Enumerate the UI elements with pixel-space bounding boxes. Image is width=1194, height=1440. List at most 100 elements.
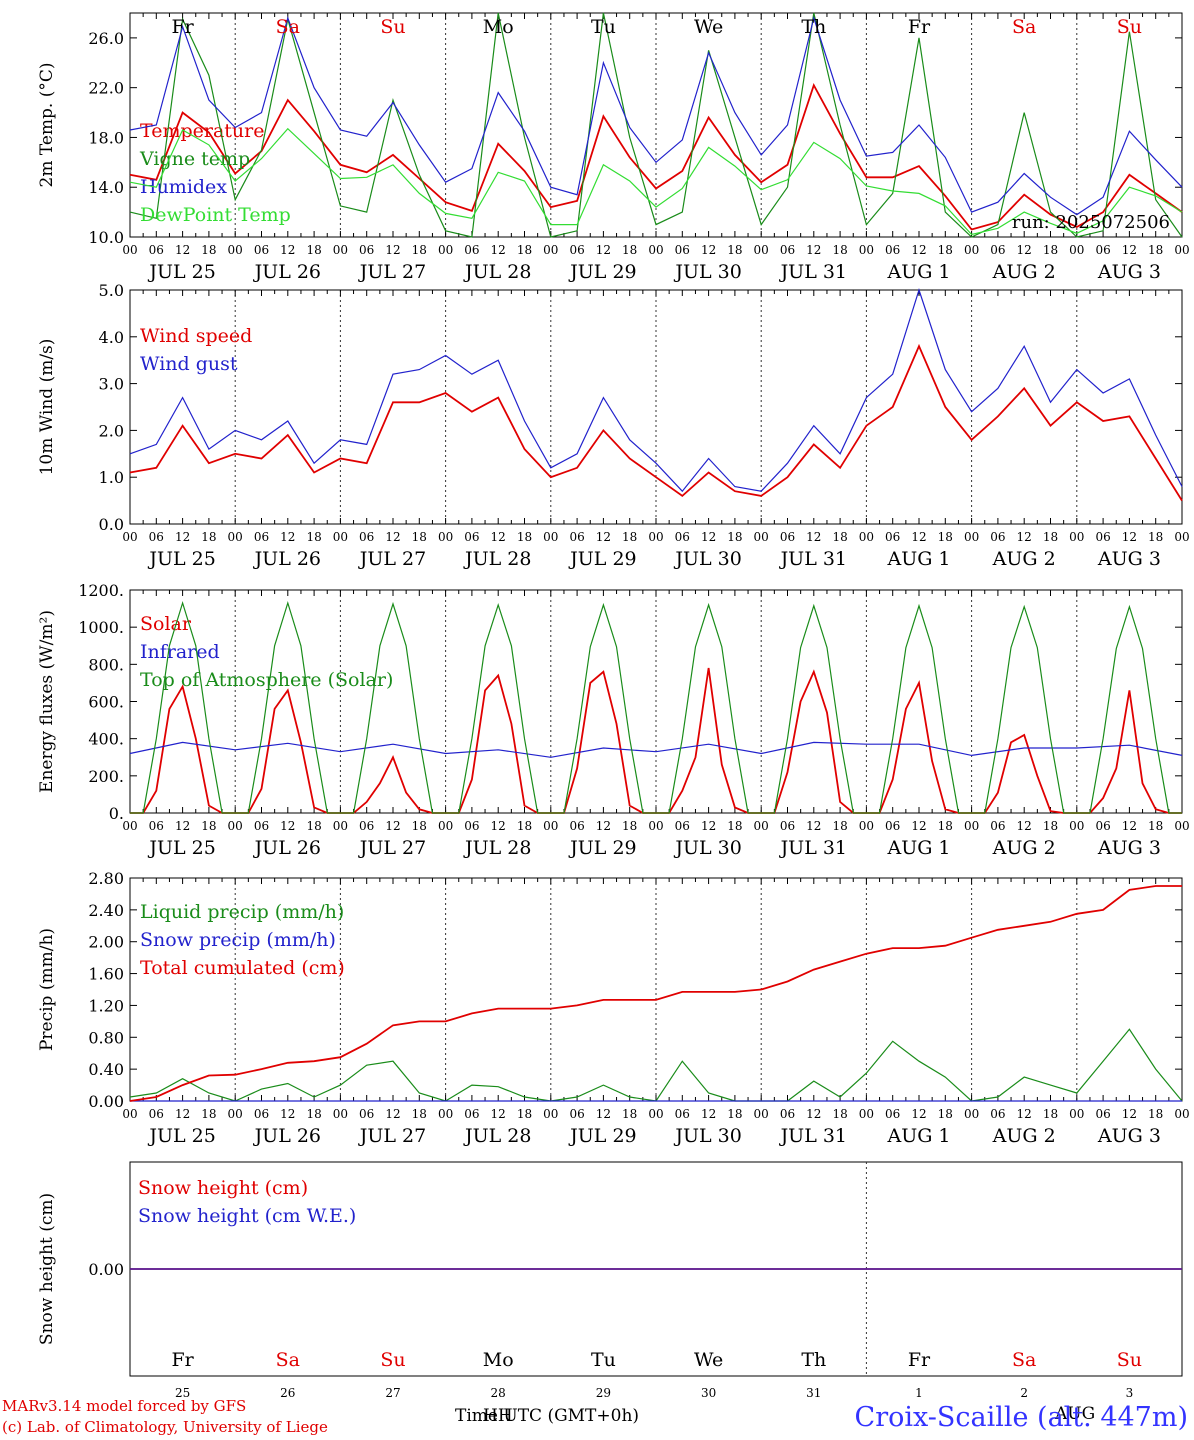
hour-label: 00	[122, 819, 137, 833]
y-tick-label: 1.60	[88, 965, 124, 984]
hour-label: 00	[1174, 530, 1189, 544]
y-tick-label: 1000.	[78, 618, 124, 637]
hour-label: 06	[359, 819, 374, 833]
hour-label: 12	[175, 530, 190, 544]
time-axis-overlap-label: HH	[483, 1406, 513, 1426]
hour-label: 18	[412, 1107, 427, 1121]
y-tick-label: 26.0	[88, 29, 124, 48]
legend-entry: Solar	[140, 613, 192, 635]
date-label: JUL 28	[463, 837, 531, 859]
y-tick-label: 22.0	[88, 79, 124, 98]
hour-label: 00	[754, 819, 769, 833]
series-line-blue	[129, 288, 1183, 493]
hour-label: 12	[596, 819, 611, 833]
hour-label: 12	[1122, 1107, 1137, 1121]
date-label: AUG 2	[992, 548, 1056, 570]
hour-label: 18	[201, 1107, 216, 1121]
hour-label: 12	[596, 1107, 611, 1121]
day-number-label: 31	[806, 1386, 821, 1400]
hour-label: 18	[517, 530, 532, 544]
model-credit: MARv3.14 model forced by GFS	[2, 1397, 247, 1415]
day-number-label: 28	[491, 1386, 506, 1400]
hour-label: 12	[280, 819, 295, 833]
date-label: JUL 30	[673, 1125, 741, 1147]
hour-label: 06	[675, 819, 690, 833]
hour-label: 18	[832, 1107, 847, 1121]
legend-entry: Snow height (cm)	[138, 1177, 308, 1199]
hour-label: 06	[569, 1107, 584, 1121]
hour-label: 00	[964, 530, 979, 544]
hour-label: 18	[1043, 1107, 1058, 1121]
hour-label: 06	[675, 243, 690, 257]
hour-label: 12	[1017, 819, 1032, 833]
legend-entry: Temperature	[140, 120, 264, 142]
date-label: JUL 31	[779, 261, 847, 283]
hour-label: 18	[306, 1107, 321, 1121]
day-number-label: 27	[385, 1386, 400, 1400]
hour-label: 12	[806, 530, 821, 544]
date-label: JUL 25	[147, 1125, 215, 1147]
y-tick-label: 400.	[88, 730, 124, 749]
y-tick-label: 0.	[109, 804, 124, 823]
hour-label: 00	[438, 819, 453, 833]
hour-label: 00	[543, 243, 558, 257]
day-number-label: 1	[915, 1386, 923, 1400]
date-label: AUG 3	[1097, 261, 1161, 283]
y-tick-label: 10.0	[88, 228, 124, 247]
date-label: JUL 29	[568, 261, 636, 283]
hour-label: 06	[464, 819, 479, 833]
hour-label: 18	[412, 243, 427, 257]
y-axis-label: Precip (mm/h)	[37, 928, 57, 1051]
hour-label: 12	[911, 819, 926, 833]
date-label: JUL 25	[147, 261, 215, 283]
hour-label: 06	[569, 530, 584, 544]
day-number-label: 25	[175, 1386, 190, 1400]
date-label: AUG 1	[886, 1125, 950, 1147]
hour-label: 06	[254, 1107, 269, 1121]
legend-entry: Total cumulated (cm)	[140, 957, 345, 979]
hour-label: 06	[464, 530, 479, 544]
hour-label: 12	[701, 1107, 716, 1121]
hour-label: 06	[990, 819, 1005, 833]
hour-label: 00	[648, 530, 663, 544]
date-label: JUL 29	[568, 837, 636, 859]
hour-label: 12	[596, 243, 611, 257]
hour-label: 18	[1148, 243, 1163, 257]
hour-label: 00	[122, 243, 137, 257]
hour-label: 00	[333, 530, 348, 544]
y-tick-label: 200.	[88, 767, 124, 786]
hour-label: 12	[491, 530, 506, 544]
hour-label: 12	[1122, 819, 1137, 833]
hour-label: 12	[596, 530, 611, 544]
hour-label: 18	[727, 530, 742, 544]
weekday-label: Fr	[908, 16, 931, 38]
hour-label: 12	[280, 1107, 295, 1121]
day-number-label: 30	[701, 1386, 716, 1400]
date-label: JUL 28	[463, 548, 531, 570]
aug-label: AUG	[1055, 1404, 1096, 1424]
y-axis-label: 2m Temp. (°C)	[37, 62, 57, 187]
weekday-label: Sa	[1012, 16, 1036, 38]
hour-label: 18	[938, 1107, 953, 1121]
hour-label: 12	[1017, 1107, 1032, 1121]
hour-label: 06	[885, 530, 900, 544]
hour-label: 06	[359, 243, 374, 257]
date-label: AUG 3	[1097, 837, 1161, 859]
weekday-label: Fr	[171, 1349, 194, 1371]
hour-label: 18	[1148, 530, 1163, 544]
hour-label: 12	[385, 243, 400, 257]
hour-label: 18	[201, 243, 216, 257]
hour-label: 18	[622, 243, 637, 257]
series-line-blue	[129, 15, 1183, 216]
hour-label: 00	[964, 819, 979, 833]
hour-label: 18	[938, 243, 953, 257]
legend-entry: Infrared	[140, 641, 220, 663]
hour-label: 18	[517, 819, 532, 833]
hour-label: 12	[280, 530, 295, 544]
y-tick-label: 5.0	[99, 281, 124, 300]
date-label: AUG 3	[1097, 548, 1161, 570]
legend-entry: Snow height (cm W.E.)	[138, 1205, 356, 1227]
y-tick-label: 0.0	[99, 515, 124, 534]
date-label: AUG 1	[886, 837, 950, 859]
y-tick-label: 2.80	[88, 869, 124, 888]
